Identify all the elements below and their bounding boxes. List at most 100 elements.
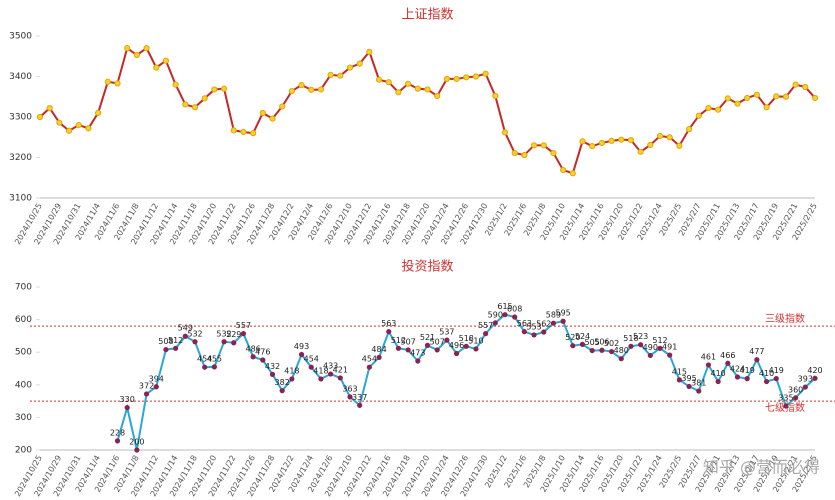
data-label: 507 [400, 337, 415, 346]
data-point [56, 119, 63, 126]
data-point [792, 81, 799, 88]
data-point [375, 76, 383, 83]
y-tick-label: 500 [15, 348, 32, 358]
data-label: 520 [565, 333, 580, 342]
data-label: 395 [681, 374, 696, 383]
data-point [812, 375, 818, 381]
watermark: 知乎 @营而必得 [703, 458, 820, 477]
data-label: 466 [720, 351, 735, 360]
data-point [269, 115, 276, 122]
data-point [85, 125, 92, 132]
data-point [317, 86, 325, 93]
data-label: 484 [371, 345, 386, 354]
data-point [46, 104, 53, 112]
data-point [395, 345, 402, 351]
data-point [414, 85, 421, 92]
data-point [637, 148, 644, 155]
data-label: 508 [158, 337, 173, 346]
data-point [366, 48, 373, 55]
data-label: 595 [555, 309, 570, 318]
y-tick-label: 600 [15, 315, 32, 325]
data-point [492, 92, 499, 100]
data-point [608, 348, 615, 355]
data-point [530, 142, 538, 149]
data-label: 382 [275, 378, 290, 387]
data-point [173, 345, 179, 351]
data-label: 476 [255, 348, 270, 357]
data-label: 381 [691, 378, 706, 387]
data-point [405, 80, 412, 87]
data-point [793, 395, 799, 401]
y-tick-label: 3300 [9, 113, 32, 123]
data-point [134, 447, 140, 453]
data-point [395, 89, 402, 96]
data-point [695, 112, 702, 119]
data-label: 418 [284, 366, 299, 375]
data-point [667, 352, 673, 358]
data-point [783, 403, 789, 409]
data-point [114, 438, 121, 444]
data-label: 532 [187, 329, 202, 338]
data-label: 557 [478, 321, 493, 330]
data-label: 363 [342, 384, 357, 393]
data-label: 529 [226, 330, 241, 339]
data-point [357, 402, 363, 408]
data-label: 410 [710, 369, 725, 378]
data-point [318, 376, 324, 382]
data-point [705, 104, 712, 112]
data-point [531, 332, 537, 338]
data-label: 563 [381, 319, 396, 328]
data-point [424, 86, 431, 93]
data-label: 524 [575, 332, 590, 341]
data-label: 455 [207, 354, 222, 363]
data-label: 200 [129, 438, 144, 447]
data-point [753, 91, 760, 98]
data-point [782, 93, 790, 100]
data-point [647, 141, 654, 149]
data-label: 562 [536, 319, 551, 328]
data-point [540, 142, 547, 149]
data-point [618, 356, 624, 362]
data-point [443, 75, 450, 83]
data-point [347, 394, 353, 400]
data-point [211, 86, 218, 93]
y-tick-label: 3200 [9, 153, 32, 163]
data-label: 518 [459, 334, 474, 343]
data-point [570, 343, 576, 349]
data-label: 454 [304, 355, 319, 364]
data-label: 228 [110, 428, 125, 437]
data-point [346, 64, 354, 71]
data-point [560, 318, 566, 324]
y-tick-label: 3500 [9, 32, 32, 42]
data-point [289, 376, 295, 382]
data-point [569, 170, 576, 177]
data-point [463, 74, 470, 81]
data-point [483, 331, 489, 337]
data-point [415, 358, 421, 364]
data-point [473, 346, 479, 352]
data-point [143, 391, 150, 397]
data-label: 510 [468, 336, 483, 345]
data-label: 505 [585, 338, 600, 347]
data-point [492, 320, 498, 326]
data-point [734, 374, 741, 380]
data-point [521, 151, 528, 159]
data-point [550, 149, 557, 157]
data-point [328, 371, 334, 377]
data-label: 473 [410, 349, 425, 358]
data-point [221, 339, 227, 345]
data-point [511, 149, 518, 157]
data-point [628, 343, 634, 349]
data-label: 506 [594, 338, 609, 347]
data-point [685, 126, 693, 133]
data-point [260, 357, 266, 363]
data-point [773, 376, 779, 382]
data-label: 394 [149, 374, 164, 383]
data-point [598, 139, 605, 147]
data-label: 433 [323, 362, 338, 371]
data-point [579, 341, 586, 347]
data-point [172, 81, 179, 88]
data-point [104, 78, 111, 85]
data-point [298, 351, 305, 358]
data-point [298, 81, 305, 89]
